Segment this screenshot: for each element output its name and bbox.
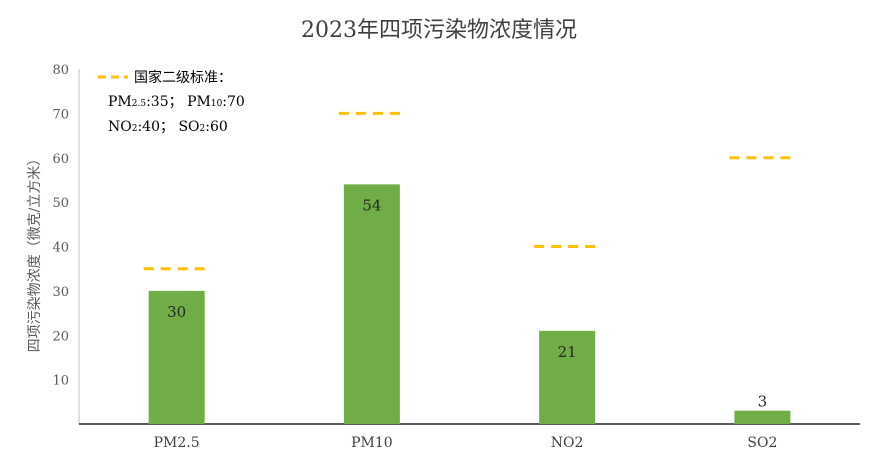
x-tick-label: PM10 — [351, 435, 393, 451]
y-tick-label: 60 — [52, 152, 69, 167]
data-label: 3 — [758, 393, 768, 411]
axes: 10 20 30 40 50 60 70 80 — [52, 63, 860, 425]
y-tick-label: 20 — [52, 329, 69, 344]
legend-entry: NO2:40； SO2:60 — [108, 119, 228, 135]
legend: 国家二级标准： PM2.5:35； PM10:70 NO2:40； SO2:60 — [98, 69, 245, 135]
y-tick-label: 30 — [52, 285, 69, 300]
y-tick-label: 70 — [52, 107, 69, 122]
y-tick-label: 50 — [52, 196, 69, 211]
y-tick-label: 80 — [52, 63, 69, 78]
bar — [539, 330, 596, 424]
bar — [734, 410, 791, 424]
data-label: 30 — [167, 303, 186, 321]
data-label: 54 — [362, 196, 381, 214]
y-tick-label: 40 — [52, 241, 69, 256]
x-tick-label: PM2.5 — [154, 435, 200, 451]
standard-lines — [143, 111, 796, 271]
legend-title: 国家二级标准： — [134, 69, 232, 86]
data-label: 21 — [558, 343, 577, 361]
x-tick-label: NO2 — [551, 435, 584, 451]
legend-entry: PM2.5:35； PM10:70 — [108, 94, 245, 110]
x-tick-label: SO2 — [747, 435, 777, 451]
bar — [343, 184, 400, 424]
bar — [148, 290, 205, 424]
y-tick-label: 10 — [52, 374, 69, 389]
y-axis-label: 四项污染物浓度（微克/立方米） — [27, 152, 43, 353]
chart-title: 2023年四项污染物浓度情况 — [301, 18, 577, 43]
bars: 30 PM2.5 54 PM10 21 NO2 3 SO2 — [148, 184, 791, 451]
